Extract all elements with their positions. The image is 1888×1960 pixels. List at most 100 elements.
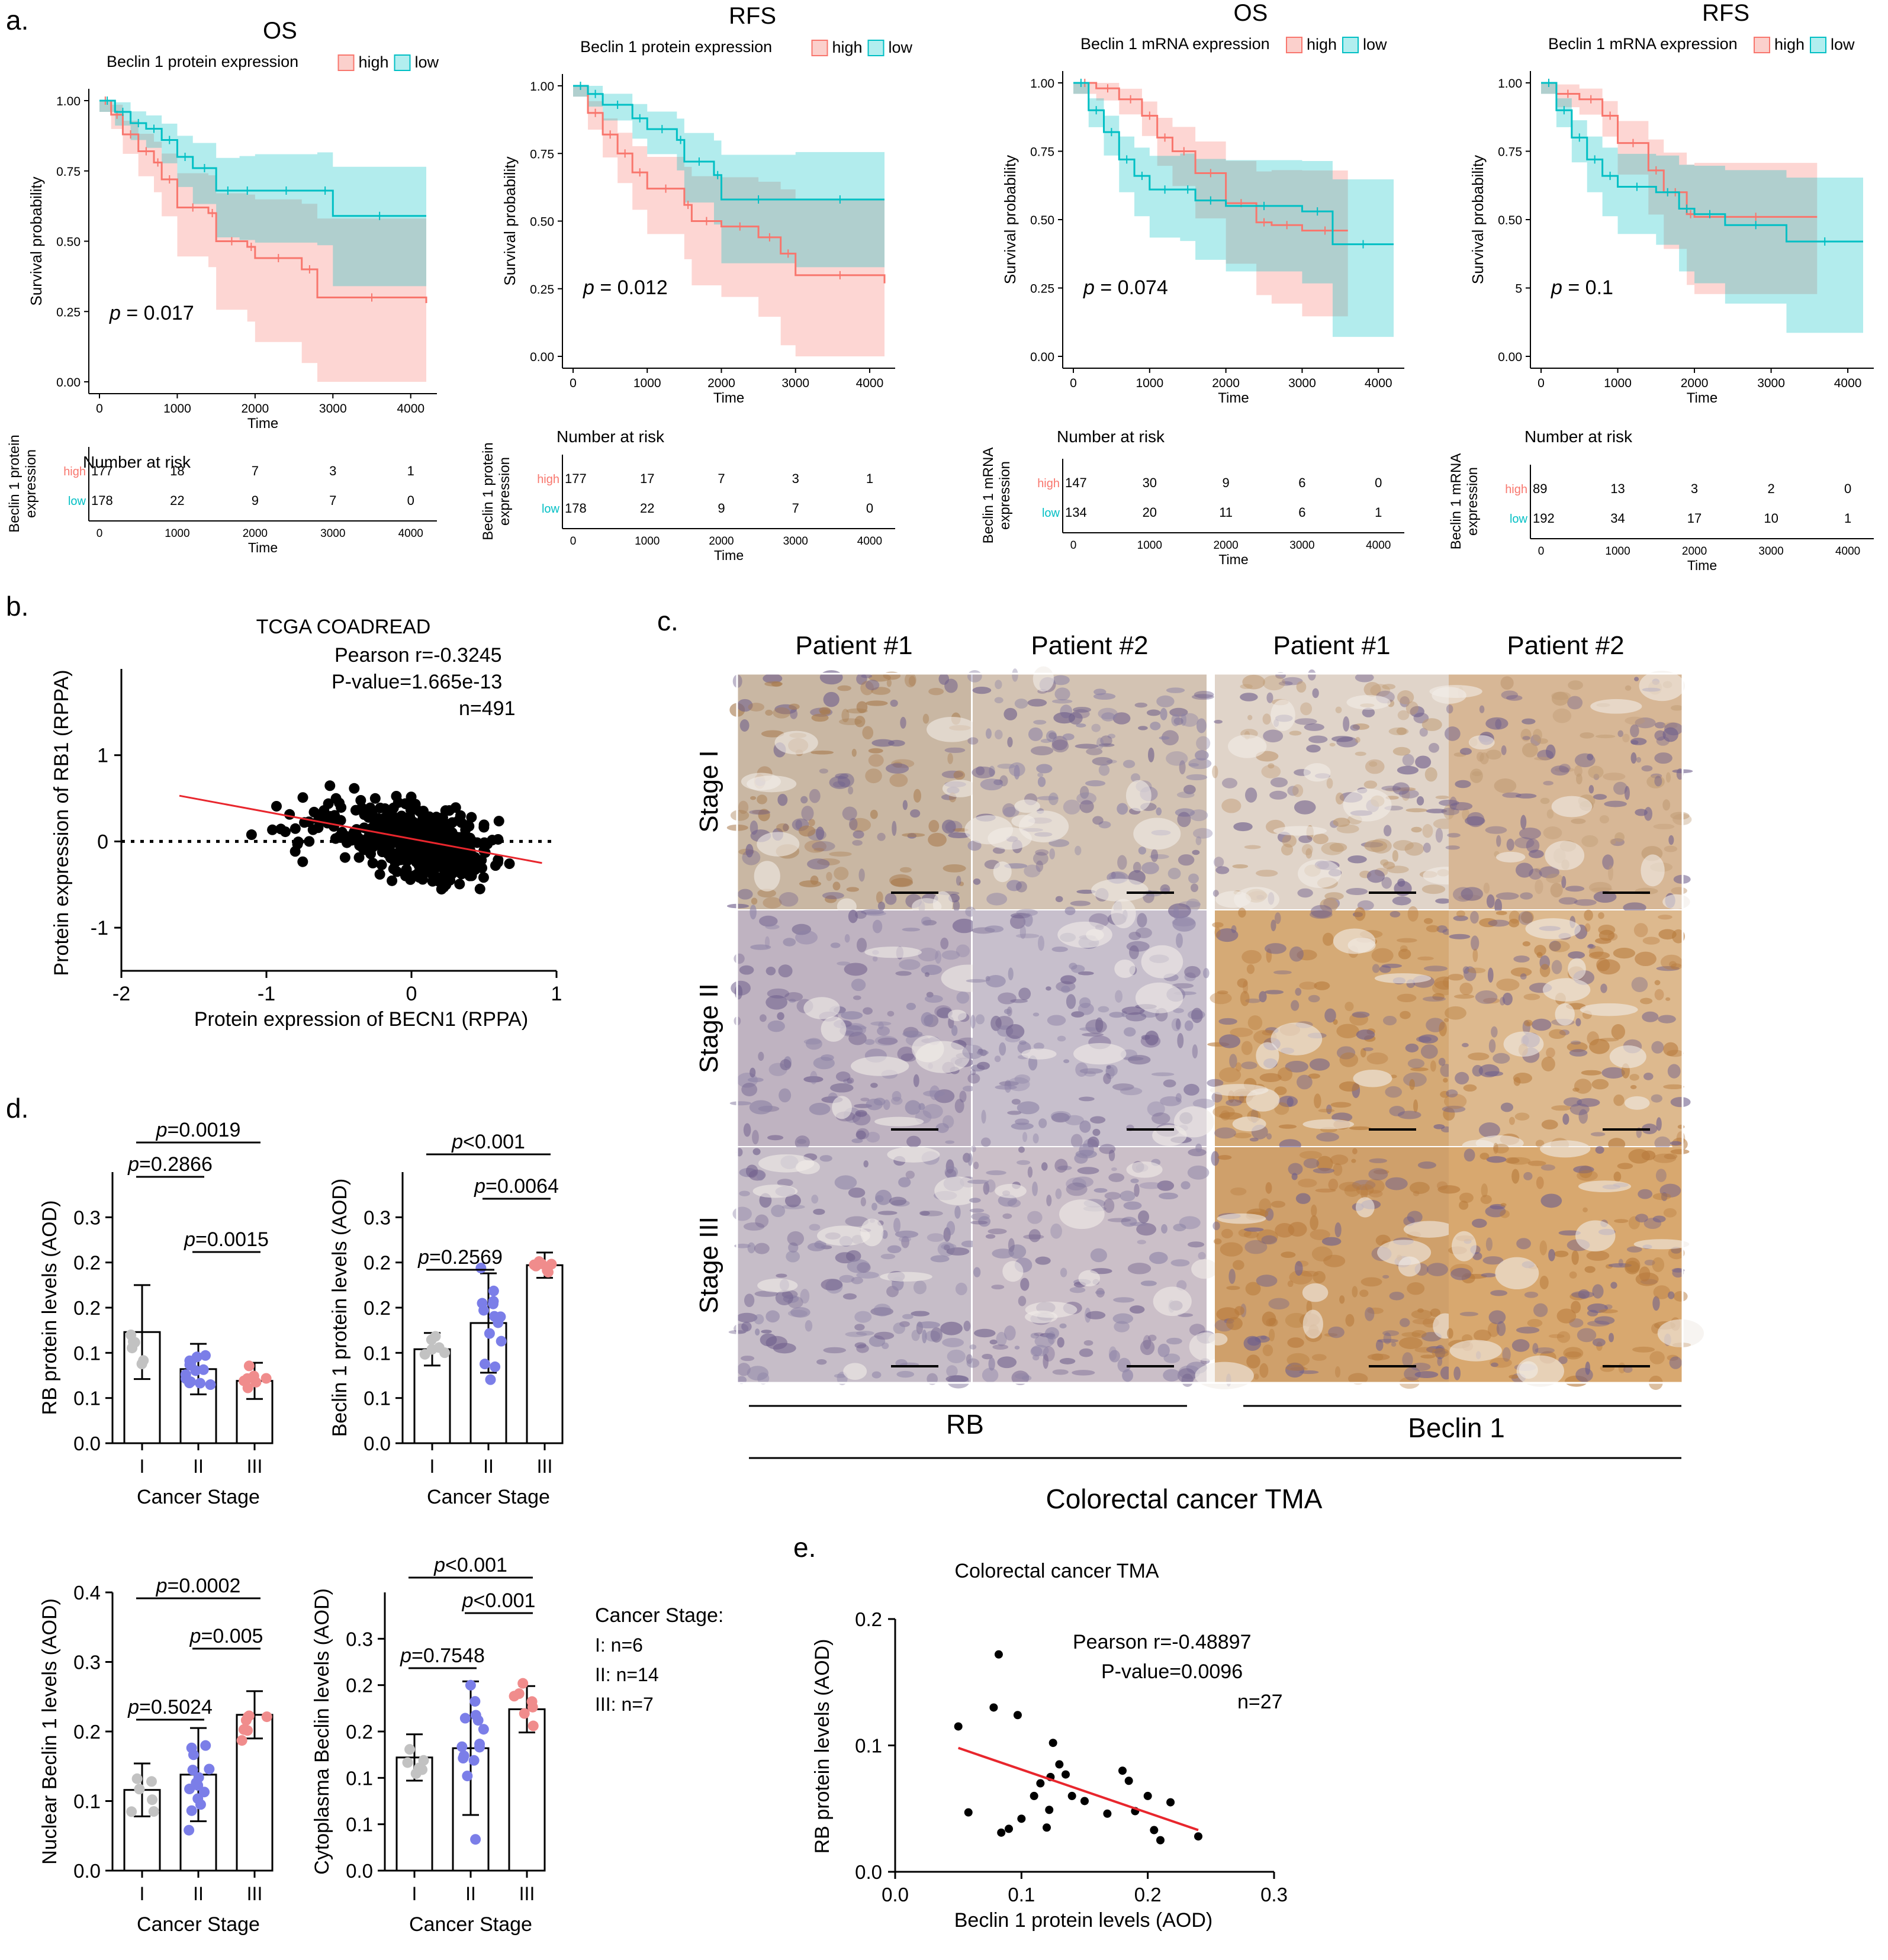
km-risk-low-value: 178 [91,493,113,508]
ihc-cell [1314,981,1330,990]
bar-data-point [198,1364,209,1375]
tma-scatter-y-tick-label: 0.0 [855,1861,882,1883]
ihc-cell [1386,865,1409,874]
ihc-cell [902,1031,923,1038]
ihc-lumen [1152,1125,1187,1146]
bar-data-point [191,1351,202,1363]
bar-x-tick-label: III [247,1883,263,1904]
km-p-value: p = 0.017 [109,302,194,324]
ihc-lumen [1033,666,1054,692]
km-risk-low-value: 178 [565,501,587,516]
ihc-cell [865,680,880,691]
ihc-cell [1368,1190,1383,1198]
ihc-lumen [851,1056,909,1076]
bar-data-point [242,1382,253,1393]
ihc-cell [1263,729,1284,743]
km-legend-high: high [1307,36,1337,53]
ihc-cell [1090,1116,1106,1124]
ihc-cell [990,1015,1002,1031]
ihc-cell [929,1085,940,1100]
ihc-cell [1577,1170,1598,1182]
km-risk-high-value: 3 [1691,481,1698,496]
ihc-cell [1367,1307,1384,1314]
ihc-cell [1160,1096,1182,1106]
ihc-cell [1506,695,1523,701]
tma-regression-line [958,1746,1199,1832]
ihc-cell [1171,714,1181,726]
bar-data-point [458,1750,469,1762]
scatter-point [492,857,503,868]
bar-data-point [243,1711,254,1722]
ihc-cell [792,923,812,935]
ihc-cell [1528,849,1544,858]
ihc-lumen [1208,1333,1228,1346]
km-risk-x-tick: 3000 [1758,545,1783,558]
ihc-cell [1551,765,1569,776]
bar-data-point [462,1771,473,1782]
ihc-cell [970,1069,976,1076]
ihc-cell [922,713,929,724]
km-x-label: Time [247,416,278,432]
ihc-cell [1473,1329,1491,1342]
ihc-cell [1282,834,1297,848]
ihc-cell [1322,932,1334,946]
ihc-cell [1219,1067,1241,1083]
ihc-cell [1355,672,1374,683]
ihc-cell [1598,912,1604,919]
ihc-cell [1214,1127,1236,1139]
ihc-cell [1368,1168,1388,1180]
bar-data-point [192,1779,204,1791]
ihc-lumen [1002,1261,1024,1282]
ihc-cell [947,753,953,764]
ihc-cell [860,909,885,915]
ihc-cell [1329,742,1336,747]
km-risk-row-low: low [68,495,86,508]
ihc-lumen [1590,699,1642,714]
ihc-cell [860,1197,866,1206]
ihc-cell [989,765,995,777]
km-y-tick-label: 0.25 [56,305,81,319]
ihc-cell [1588,944,1594,948]
ihc-cell [777,1012,784,1021]
ihc-cell [889,874,913,887]
km-risk-low-value: 22 [170,493,184,508]
ihc-cell [1297,888,1313,898]
ihc-cell [1522,742,1538,758]
ihc-cell [904,672,916,688]
ihc-cell [986,893,1008,906]
ihc-cell [775,1290,794,1305]
ihc-lumen [1568,958,1586,980]
ihc-cell [1274,1086,1287,1096]
km-risk-header: Number at risk [83,453,191,471]
tma-scatter-n: n=27 [1237,1691,1283,1713]
km-legend-high-swatch [337,54,355,71]
ihc-lumen [1545,841,1585,870]
comparison-p-value: p=0.005 [189,1625,263,1647]
km-risk-x-tick: 2000 [1213,539,1238,552]
ihc-cell [1286,1353,1310,1367]
ihc-lumen [988,827,1032,850]
ihc-cell [1062,733,1075,741]
ihc-cell [1407,1282,1425,1295]
ihc-cell [880,1253,896,1260]
ihc-cell [1584,909,1593,921]
bar-x-tick-label: II [193,1883,204,1904]
ihc-cell [1028,727,1043,741]
ihc-cell [1033,851,1048,865]
ihc-cell [1030,1346,1043,1357]
ihc-cell [1665,997,1671,1001]
ihc-cell [1141,1035,1150,1040]
ihc-cell [1623,902,1646,913]
comparison-p-value: p=0.0015 [184,1228,269,1251]
ihc-cell [1380,859,1389,866]
ihc-cell [944,1166,959,1179]
comparison-p-value: p<0.001 [451,1131,525,1153]
comparison-p-value: p=0.2866 [127,1153,213,1176]
ihc-column-header: Patient #1 [1273,631,1390,660]
ihc-cell [1563,1097,1583,1107]
ihc-cell [787,1231,804,1246]
ihc-cell [1256,1275,1278,1287]
ihc-lumen [1302,1283,1329,1302]
bar-data-point [517,1678,529,1689]
ihc-cell [1261,1235,1278,1245]
